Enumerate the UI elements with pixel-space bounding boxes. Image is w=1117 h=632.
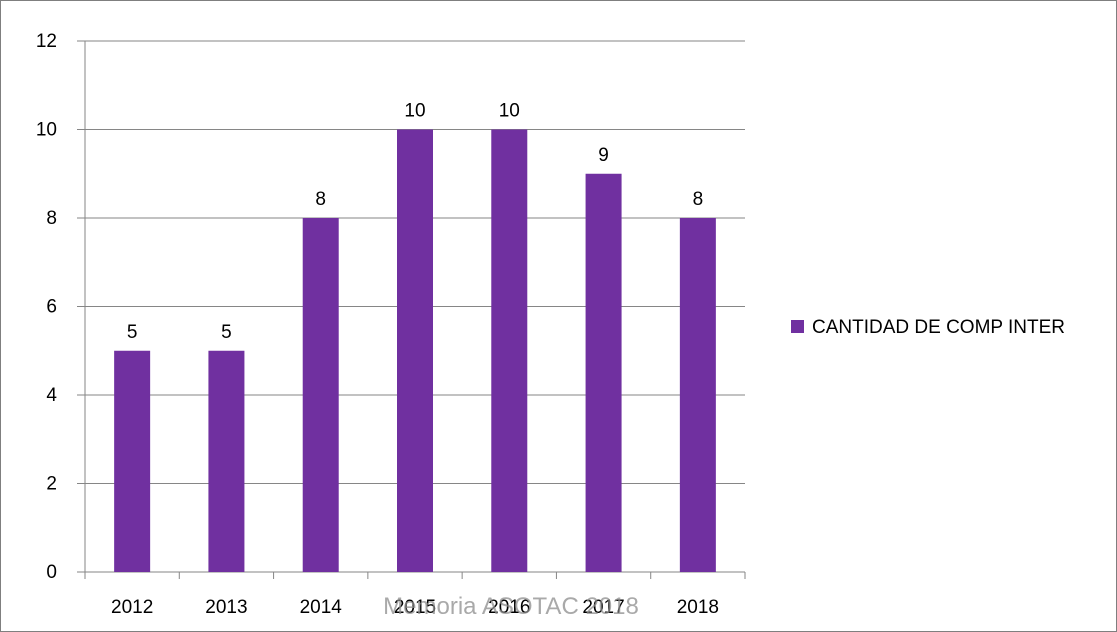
data-label-2015: 10 <box>404 101 425 122</box>
bar-2014 <box>302 218 339 572</box>
data-label-2012: 5 <box>127 322 138 343</box>
bar-2016 <box>491 129 528 572</box>
legend-label: CANTIDAD DE COMP INTER <box>812 317 1065 338</box>
y-tick-label-4: 4 <box>46 385 57 406</box>
y-tick-label-6: 6 <box>46 297 57 318</box>
data-label-2013: 5 <box>221 322 232 343</box>
x-tick-label-2016: 2016 <box>488 597 530 618</box>
bar-2012 <box>114 350 151 572</box>
bar-2018 <box>679 218 716 572</box>
data-label-2014: 8 <box>315 189 326 210</box>
x-tick-label-2015: 2015 <box>394 597 436 618</box>
bar-2015 <box>397 129 433 572</box>
bar-2013 <box>208 350 245 572</box>
y-tick-label-0: 0 <box>46 562 57 583</box>
y-tick-label-10: 10 <box>36 120 57 141</box>
legend-swatch <box>791 320 804 333</box>
x-tick-label-2013: 2013 <box>205 597 247 618</box>
data-label-2018: 8 <box>693 189 704 210</box>
bars <box>114 129 716 572</box>
x-tick-label-2012: 2012 <box>111 597 153 618</box>
y-tick-label-12: 12 <box>36 31 57 52</box>
axes: 0 2 4 6 8 10 12 2012 2013 2014 2015 2016 2017 2018 <box>36 31 746 618</box>
bar-2017 <box>585 173 622 572</box>
x-tick-label-2014: 2014 <box>300 597 343 618</box>
y-tick-label-2: 2 <box>46 474 57 495</box>
x-tick-label-2018: 2018 <box>677 597 719 618</box>
data-labels: 5 5 8 10 10 9 8 <box>127 101 703 343</box>
watermark: Memoria ASOTAC 2018 <box>383 593 639 620</box>
legend: CANTIDAD DE COMP INTER <box>791 317 1065 338</box>
data-label-2016: 10 <box>499 101 520 122</box>
x-tick-label-2017: 2017 <box>582 597 624 618</box>
data-label-2017: 9 <box>598 145 609 166</box>
y-tick-label-8: 8 <box>46 208 57 229</box>
